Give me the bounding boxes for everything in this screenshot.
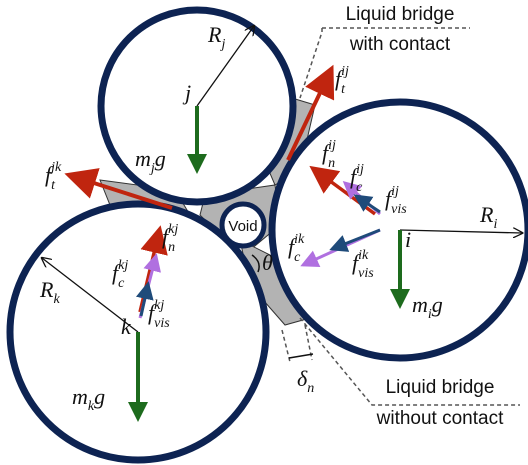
label-part: kj [154, 298, 164, 313]
math-label: fjk t [45, 160, 62, 193]
label-part: R [207, 22, 222, 47]
annotation-lines [251, 27, 520, 406]
label-part: ij [391, 184, 399, 199]
label-part: m [412, 292, 428, 317]
math-label: θ [262, 250, 273, 275]
label-part: j [149, 161, 155, 176]
label-part: f [385, 186, 394, 211]
label-part: R [39, 277, 54, 302]
label-part: i [405, 227, 411, 252]
label-part: f [335, 66, 344, 91]
math-label: fij n [322, 138, 336, 171]
label-part: f [352, 250, 361, 275]
label-part: m [135, 146, 151, 171]
math-label: mkg [72, 384, 105, 414]
label-part: f [322, 140, 331, 165]
label-part: g [432, 292, 443, 317]
label-part: k [88, 399, 95, 414]
void [219, 201, 267, 249]
label-part: vis [358, 266, 374, 281]
math-label: j [182, 80, 191, 105]
label-part: c [356, 180, 363, 195]
label-part: i [428, 307, 432, 322]
label-part: f [350, 164, 359, 189]
label-part: n [328, 156, 335, 171]
label-part: f [112, 260, 121, 285]
math-label: fij c [350, 162, 364, 195]
label-part: n [168, 240, 175, 255]
label-part: j [182, 80, 191, 105]
math-label: δn [297, 366, 314, 396]
label-part: ik [294, 232, 305, 247]
force-arrows [64, 64, 410, 422]
label-part: f [148, 300, 157, 325]
math-label: Ri [479, 202, 497, 232]
label-part: m [72, 384, 88, 409]
math-label: mig [412, 292, 443, 322]
math-label: fkj n [162, 222, 178, 255]
void-label: Void [228, 218, 257, 235]
label-part: f [288, 234, 297, 259]
label-part: ik [358, 248, 369, 263]
label-part: c [118, 276, 125, 291]
math-label: fkj c [112, 258, 128, 291]
label-part: R [479, 202, 494, 227]
label-part: ij [328, 138, 336, 153]
label-part: θ [262, 250, 273, 275]
label-part: f [45, 162, 54, 187]
callout-text: Liquid bridge [346, 4, 455, 25]
math-label: fij t [335, 64, 349, 97]
label-part: ij [356, 162, 364, 177]
math-label: i [405, 227, 411, 252]
radius-lines [42, 26, 522, 333]
label-part: j [219, 37, 225, 52]
label-part: k [53, 292, 60, 307]
label-part: kj [118, 258, 128, 273]
label-part: n [307, 381, 314, 396]
label-part: i [493, 217, 497, 232]
math-label: Rj [207, 22, 225, 52]
math-label: Rk [39, 277, 60, 307]
math-label: k [121, 314, 132, 339]
callout-text: without contact [376, 408, 504, 429]
label-part: vis [154, 316, 170, 331]
math-label: fkj vis [148, 298, 170, 331]
label-part: t [51, 178, 56, 193]
label-part: t [341, 82, 346, 97]
math-label: fik c [288, 232, 305, 265]
callout-text: with contact [349, 34, 451, 55]
label-part: g [94, 384, 105, 409]
label-part: g [155, 146, 166, 171]
label-part: k [121, 314, 132, 339]
label-part: δ [297, 366, 308, 391]
math-label: fik vis [352, 248, 374, 281]
label-part: f [162, 224, 171, 249]
label-part: c [294, 250, 301, 265]
label-part: vis [391, 202, 407, 217]
math-label: fij vis [385, 184, 407, 217]
callout-text: Liquid bridge [386, 377, 495, 398]
math-label: mjg [135, 146, 166, 176]
label-part: jk [49, 160, 62, 175]
label-part: kj [168, 222, 178, 237]
label-part: ij [341, 64, 349, 79]
